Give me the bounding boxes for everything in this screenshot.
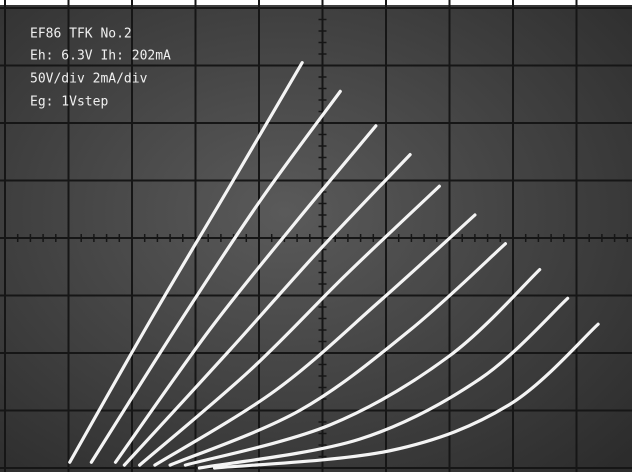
annotation: Eh: 6.3V Ih: 202mA — [30, 49, 171, 64]
trace — [113, 124, 378, 464]
trace — [89, 89, 342, 464]
trace — [197, 296, 570, 470]
trace — [138, 184, 441, 467]
top-strip — [0, 0, 632, 5]
annotation: 50V/div 2mA/div — [30, 72, 148, 87]
trace — [122, 153, 412, 467]
trace — [68, 61, 304, 464]
trace — [153, 213, 477, 467]
trace — [168, 242, 507, 467]
annotation: EF86 TFK No.2 — [30, 27, 132, 42]
curves — [68, 61, 600, 470]
annotation: Eg: 1Vstep — [30, 95, 108, 110]
trace — [183, 268, 542, 467]
trace — [212, 322, 600, 470]
